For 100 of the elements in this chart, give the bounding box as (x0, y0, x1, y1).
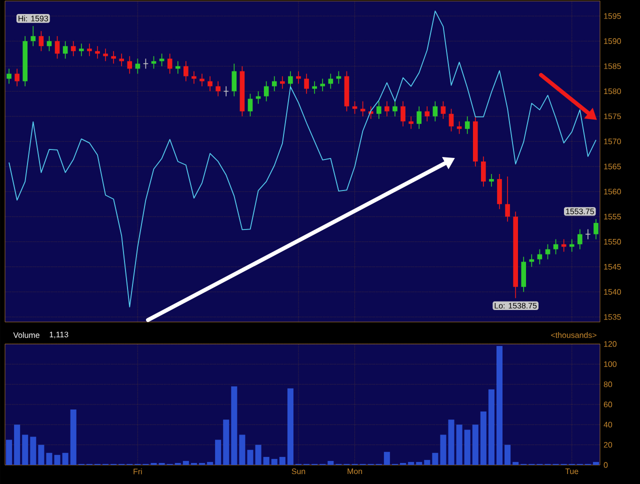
bar (247, 450, 254, 465)
bar (255, 444, 262, 465)
candlestick (328, 73, 334, 90)
candlestick (553, 238, 558, 255)
bar (408, 462, 414, 465)
candlestick (288, 70, 293, 90)
bar (223, 420, 230, 465)
candlestick (14, 68, 20, 87)
bar (70, 410, 76, 465)
candlestick (416, 106, 422, 130)
bar (464, 430, 470, 465)
candlestick (256, 90, 261, 104)
candlestick (424, 106, 430, 122)
candlestick (432, 100, 438, 122)
bar (448, 420, 454, 465)
bar (424, 460, 430, 465)
candlestick (400, 100, 406, 127)
candlestick (392, 100, 398, 117)
candlestick (561, 238, 566, 252)
candlestick (95, 46, 100, 60)
bar (271, 458, 278, 465)
candlestick (248, 93, 253, 117)
candlestick (159, 53, 164, 67)
bar (263, 456, 270, 465)
candlestick (594, 218, 598, 240)
candlestick (62, 40, 68, 60)
candlestick (192, 70, 196, 84)
candlestick (360, 100, 366, 117)
candlestick (529, 254, 534, 268)
candlestick (38, 30, 44, 52)
bar (472, 424, 478, 465)
candlestick (296, 70, 301, 84)
candlestick (184, 60, 188, 82)
candlestick (464, 116, 470, 134)
bar (287, 388, 294, 465)
candlestick (78, 43, 84, 57)
candlestick (119, 53, 124, 67)
candlestick (127, 56, 132, 74)
candlestick (232, 63, 237, 97)
candlestick (376, 100, 382, 120)
candlestick (54, 36, 60, 60)
candlestick (103, 48, 108, 62)
candlestick (408, 116, 414, 130)
candlestick (312, 80, 317, 94)
bar (207, 462, 214, 465)
candlestick (167, 53, 172, 74)
bar (416, 462, 422, 465)
bar (592, 462, 599, 465)
bar (54, 454, 60, 465)
candlestick (537, 248, 542, 265)
candlestick (208, 76, 212, 92)
candlestick (545, 244, 550, 260)
bar (239, 434, 246, 465)
candlestick (70, 40, 76, 57)
candlestick (175, 60, 180, 74)
bar (22, 434, 28, 465)
bar (46, 452, 52, 465)
candlestick (569, 238, 574, 252)
candlestick (6, 68, 12, 84)
candlestick (448, 108, 454, 132)
bar (215, 440, 222, 465)
candlestick (46, 36, 52, 52)
candlestick (87, 43, 92, 57)
bar (456, 424, 462, 465)
bar (496, 346, 503, 465)
bar (38, 444, 44, 465)
bar (384, 452, 390, 465)
candlestick (577, 228, 582, 250)
candlestick (352, 100, 358, 114)
line-series (8, 10, 596, 308)
bar (440, 434, 446, 465)
bar (512, 462, 519, 465)
candlestick (200, 73, 204, 87)
bar (30, 436, 36, 465)
bar (504, 444, 511, 465)
candlestick (272, 76, 277, 92)
candlestick (304, 73, 309, 94)
candlestick (30, 26, 36, 47)
candlestick (481, 156, 486, 187)
candlestick (456, 120, 462, 134)
candlestick (320, 78, 326, 92)
bar (432, 452, 438, 465)
candlestick (135, 58, 140, 74)
candlestick (440, 100, 446, 120)
candlestick (505, 176, 510, 222)
bar (62, 452, 68, 465)
bar (328, 460, 334, 465)
bar (279, 456, 286, 465)
bar (231, 386, 238, 465)
bar (480, 412, 486, 465)
bar (6, 440, 12, 465)
bar (14, 424, 20, 465)
candlestick (151, 56, 156, 70)
candlestick (280, 76, 285, 90)
candlestick (336, 70, 342, 84)
candlestick (489, 174, 494, 187)
candlestick (111, 50, 116, 64)
bar (488, 389, 494, 465)
bar (182, 460, 189, 465)
candlestick (264, 80, 269, 102)
